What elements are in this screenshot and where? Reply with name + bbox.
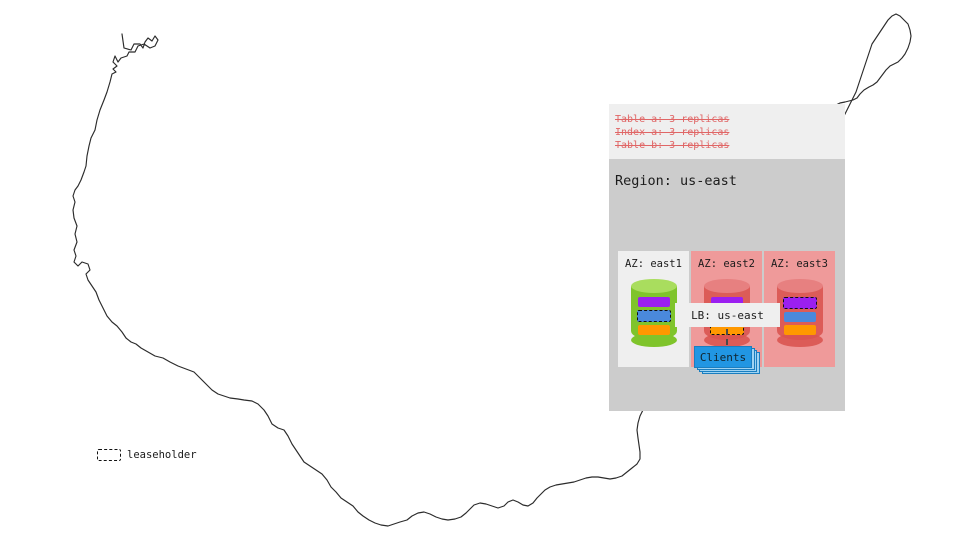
az-label-east2: AZ: east2 [698,258,755,270]
database-node-east3[interactable] [776,279,823,347]
load-balancer-label: LB: us-east [691,308,764,322]
az-label-east3: AZ: east3 [771,258,828,270]
clients-box[interactable]: Clients [694,346,752,368]
range-orange-east3 [783,325,816,335]
database-node-east1[interactable] [630,279,677,347]
load-balancer-box[interactable]: LB: us-east [675,303,780,327]
leaseholder-legend-label: leaseholder [127,449,197,461]
region-title: Region: us-east [615,173,737,189]
range-purple-east2 [710,297,743,307]
az-box-east1[interactable]: AZ: east1 [618,251,689,367]
replica-note-line: Table a: 3 replicas [615,114,730,125]
db-top-ellipse [776,279,823,293]
replica-note-line: Index a: 3 replicas [615,127,730,138]
range-purple-east3-leaseholder [782,297,817,309]
us-mainland-path [72,13,912,527]
db-bottom-ellipse [630,333,677,347]
range-orange-east1 [637,325,670,335]
az-label-east1: AZ: east1 [625,258,682,270]
db-bottom-ellipse [776,333,823,347]
replica-note-line: Table b: 3 replicas [615,140,730,151]
range-purple-east1 [637,297,670,307]
region-body: Region: us-east AZ: east1 [609,159,845,411]
region-panel-us-east: Table a: 3 replicas Index a: 3 replicas … [609,104,845,411]
range-list-east3 [777,293,823,339]
range-list-east1 [631,293,677,339]
range-blue-east3 [783,312,816,322]
load-balancer-connector-line [726,329,728,345]
clients-label: Clients [699,350,747,364]
clients-stack[interactable]: Clients [694,346,762,376]
leaseholder-dashed-swatch [97,449,121,461]
range-blue-east1-leaseholder [636,310,671,322]
leaseholder-legend: leaseholder [97,449,197,461]
db-top-ellipse [703,279,750,293]
db-top-ellipse [630,279,677,293]
replica-notes-panel: Table a: 3 replicas Index a: 3 replicas … [609,104,845,159]
